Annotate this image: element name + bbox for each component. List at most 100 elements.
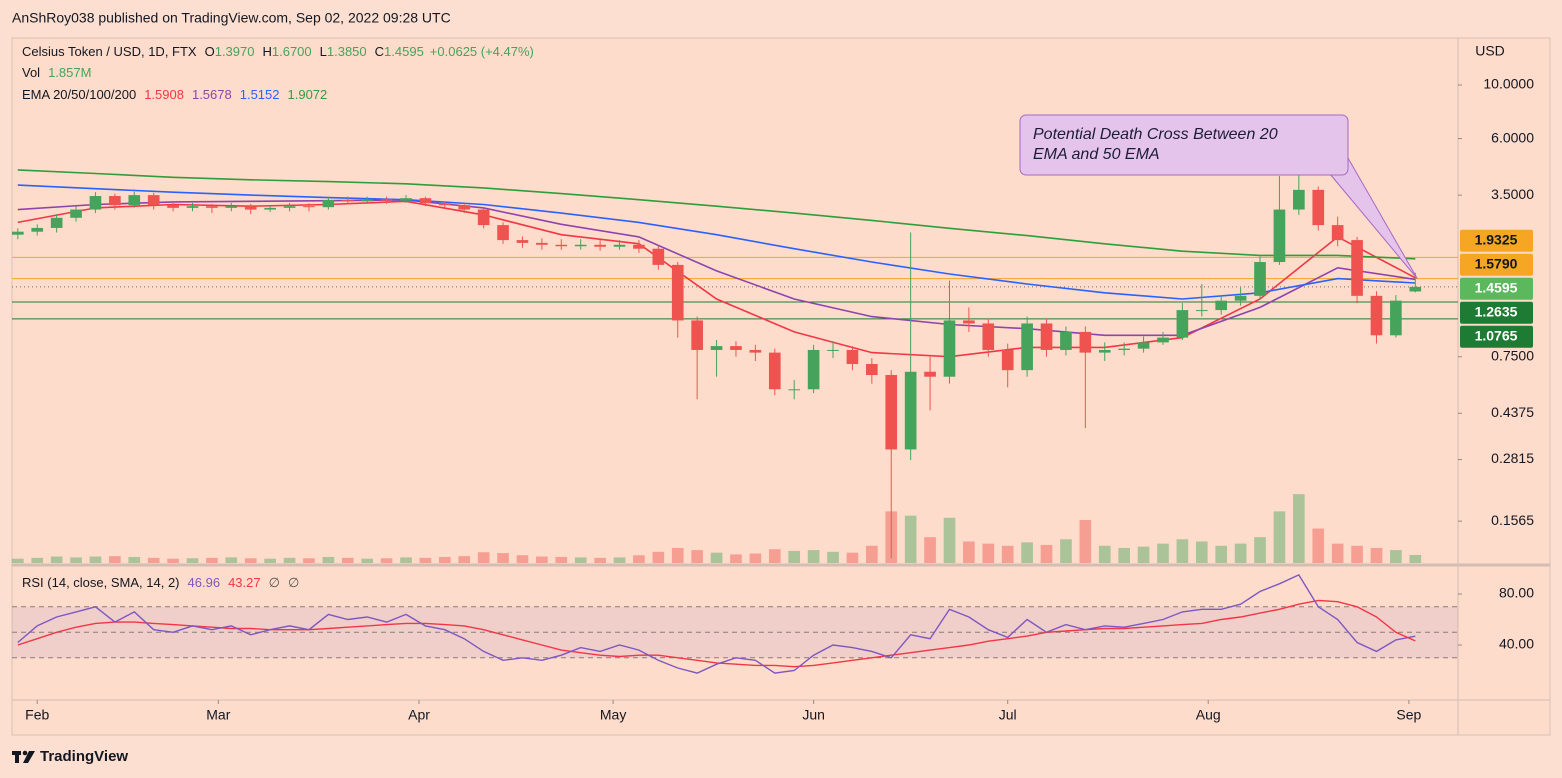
volume-bar (613, 557, 626, 563)
price-badge (1460, 301, 1533, 324)
legend-placeholder: ∅ (269, 575, 280, 590)
candle-body (943, 320, 956, 377)
candle-body (1118, 348, 1130, 350)
candle-body (594, 244, 606, 247)
volume-bar (1079, 519, 1092, 563)
volume-bar (1390, 550, 1402, 563)
candle-body (1409, 286, 1422, 292)
volume-bar (788, 550, 801, 563)
annotation-text: Potential Death Cross Between 20 (1033, 126, 1278, 143)
legend-value: 1.6700 (272, 44, 312, 59)
volume-bar (982, 543, 995, 563)
price-badge-label: 1.0765 (1475, 327, 1518, 343)
candle-body (846, 349, 859, 364)
candle-body (1021, 323, 1033, 371)
volume-bar (167, 558, 179, 563)
volume-bar (341, 557, 354, 563)
legend-key: O (205, 44, 215, 59)
byline: AnShRoy038 published on TradingView.com,… (12, 10, 451, 26)
candle-body (167, 205, 179, 208)
legend-change: +0.0625 (+4.47%) (430, 44, 534, 59)
volume-bar (1040, 544, 1053, 563)
volume-bar (497, 553, 509, 563)
candle-body (691, 320, 703, 350)
x-tick-label: Jul (999, 707, 1017, 723)
volume-bar (807, 550, 820, 563)
volume-bar (1312, 528, 1325, 563)
volume-bar (225, 557, 238, 563)
y-tick-label: 3.5000 (1491, 186, 1534, 202)
legend-value: 46.96 (188, 575, 221, 590)
volume-bar (458, 556, 471, 563)
x-tick-label: Mar (206, 707, 230, 723)
candle-body (963, 320, 975, 324)
price-badge (1460, 229, 1533, 252)
volume-bar (536, 556, 548, 563)
candle-body (924, 371, 936, 377)
volume-bar (633, 555, 645, 563)
legend-rsi: RSI (14, close, SMA, 14, 2) 46.96 43.27 ∅ ∅ (22, 575, 299, 590)
volume-bar (1234, 543, 1247, 563)
legend-value: 1.5908 (144, 87, 184, 102)
volume-bar (1215, 545, 1228, 563)
legend-value: 1.857M (48, 65, 91, 80)
y-tick-label: 0.2815 (1491, 450, 1534, 466)
x-tick-label: Feb (25, 707, 49, 723)
legend-value: 1.5152 (240, 87, 280, 102)
candle-body (1098, 349, 1111, 353)
candle-body (788, 389, 801, 391)
y-tick-label: 40.00 (1499, 636, 1534, 652)
volume-bar (244, 558, 257, 563)
candle-body (1060, 331, 1072, 350)
volume-bar (477, 552, 490, 563)
candle-body (458, 205, 471, 210)
volume-bar (1195, 541, 1208, 563)
candle-body (283, 206, 296, 208)
legend-key: C (375, 44, 384, 59)
candle-body (31, 227, 44, 232)
candle-body (730, 346, 742, 350)
volume-bar (109, 556, 121, 563)
candle-body (12, 231, 24, 235)
volume-bar (70, 557, 82, 563)
volume-bar (89, 556, 102, 563)
candle-body (885, 375, 898, 450)
price-badge-label: 1.2635 (1475, 303, 1518, 319)
candle-body (652, 248, 665, 265)
volume-bar (128, 556, 141, 563)
candle-body (206, 206, 218, 208)
price-badge-label: 1.4595 (1475, 279, 1518, 295)
volume-bar (283, 557, 296, 563)
candle-body (1370, 295, 1383, 336)
volume-bar (671, 547, 684, 563)
candle-body (186, 206, 199, 208)
price-badge (1460, 253, 1533, 276)
candle-body (574, 244, 587, 247)
volume-bar (1293, 494, 1305, 563)
candle-body (477, 209, 490, 226)
candle-body (807, 349, 820, 390)
candle-body (1254, 262, 1266, 296)
candle-body (516, 240, 529, 243)
legend-placeholder: ∅ (288, 575, 299, 590)
volume-bar (1118, 547, 1130, 563)
volume-bar (361, 558, 374, 563)
candle-body (497, 225, 509, 241)
ema-line (17, 184, 1416, 300)
volume-bar (1021, 542, 1033, 563)
volume-bar (147, 557, 160, 563)
candle-body (555, 244, 568, 247)
rsi-line (17, 599, 1416, 668)
volume-bar (1273, 511, 1286, 563)
volume-bar (749, 553, 762, 563)
price-badge-label: 1.9325 (1475, 231, 1518, 247)
legend-value: 43.27 (228, 575, 261, 590)
candle-body (439, 203, 451, 206)
volume-bar (846, 552, 859, 563)
candle-body (768, 352, 781, 390)
candle-body (1390, 300, 1402, 336)
volume-bar (1098, 545, 1111, 563)
volume-bar (943, 517, 956, 563)
y-tick-label: 10.0000 (1483, 76, 1534, 92)
volume-bar (924, 537, 936, 563)
